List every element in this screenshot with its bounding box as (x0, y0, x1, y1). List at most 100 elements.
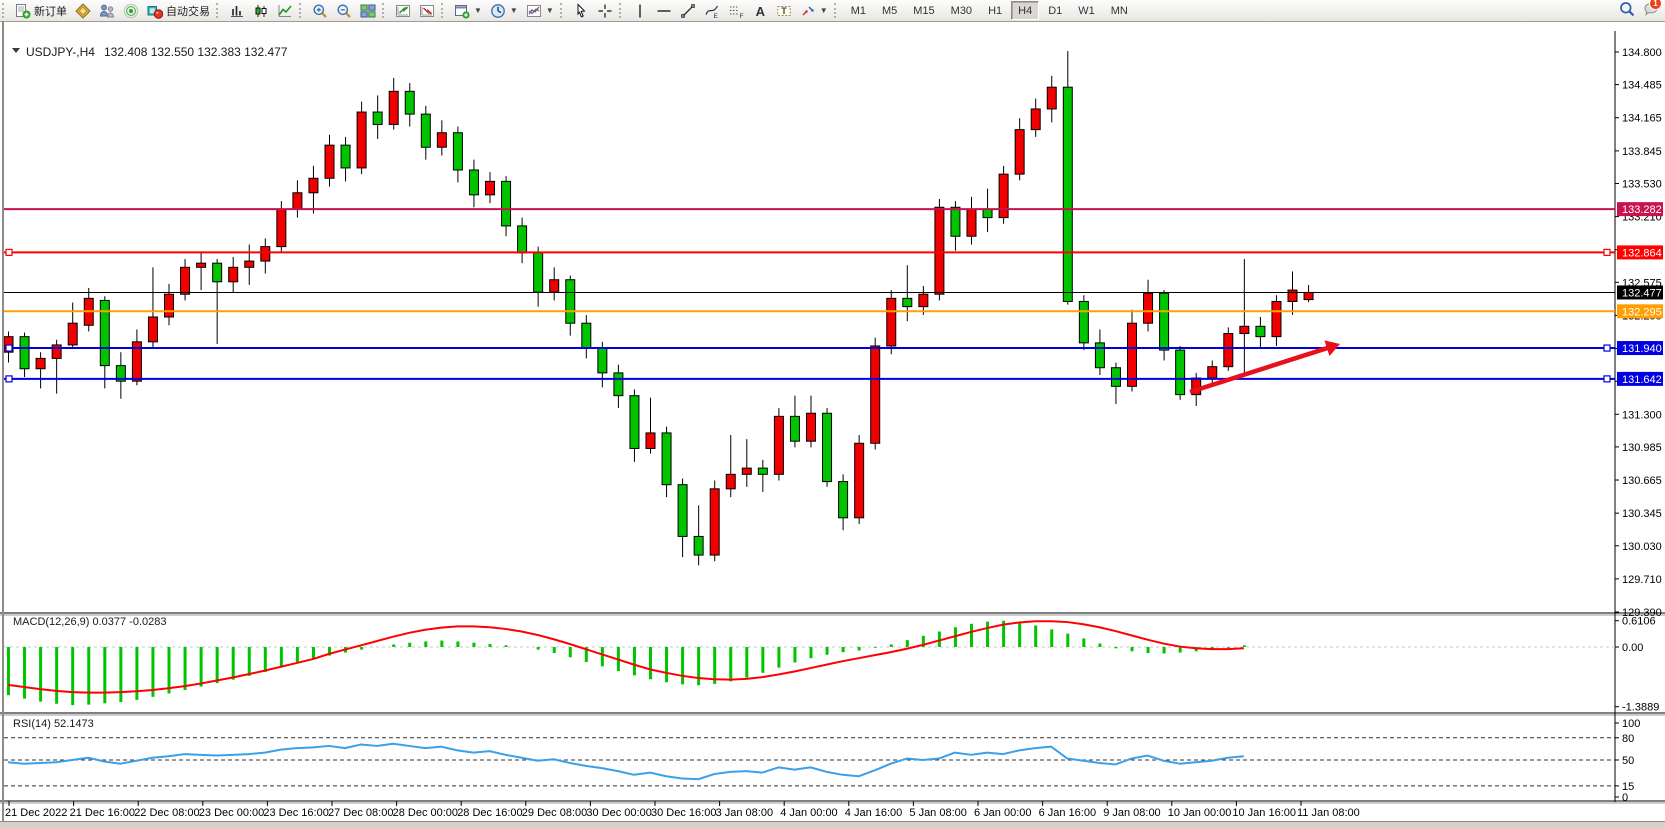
toolbar-drag-handle[interactable] (2, 3, 9, 18)
candles-button[interactable] (249, 0, 273, 21)
candle-body (1127, 322, 1137, 387)
line-chart-button[interactable] (273, 0, 297, 21)
channel-button[interactable]: F (724, 0, 748, 21)
timeframe-button-h4[interactable]: H4 (1011, 1, 1040, 20)
candle-body (468, 169, 479, 196)
shapes-button[interactable]: ▼ (796, 0, 832, 21)
line-selection-handle[interactable] (5, 375, 13, 383)
line-selection-handle[interactable] (5, 344, 13, 352)
trend-line-button[interactable] (676, 0, 700, 21)
candle-body (613, 372, 624, 397)
price-axis-label: 130.665 (1622, 475, 1662, 487)
timeframe-button-m1[interactable]: M1 (850, 4, 866, 17)
candle-body (324, 144, 335, 179)
timeframe-button-m5[interactable]: M5 (881, 4, 898, 17)
candle-body (966, 208, 977, 237)
candle-body (982, 208, 993, 219)
notifications-button[interactable]: 1 (1643, 0, 1662, 20)
zoom-out-button[interactable] (332, 0, 356, 21)
toolbar-drag-handle[interactable] (441, 3, 448, 18)
new-order-icon (15, 3, 31, 19)
arrange-windows-icon (419, 3, 435, 19)
line-selection-handle[interactable] (1603, 375, 1611, 383)
bars-button[interactable] (225, 0, 249, 21)
time-axis-label: 21 Dec 2022 (5, 807, 67, 819)
candle-body (741, 467, 752, 475)
vertical-line-icon (632, 3, 648, 19)
toolbar-group-arrange (391, 0, 439, 21)
candle-body (436, 132, 447, 148)
new-chart-button[interactable]: ▼ (450, 0, 486, 21)
signals-button[interactable] (119, 0, 143, 21)
candle-body (260, 246, 271, 262)
candle-body (517, 225, 528, 254)
text-label-button[interactable]: T (772, 0, 796, 21)
time-axis-label: 10 Jan 16:00 (1232, 807, 1296, 819)
price-badge (1617, 285, 1663, 300)
vertical-line-button[interactable] (628, 0, 652, 21)
window-bottom-strip (0, 821, 1665, 828)
timeframe-button-m15[interactable]: M15 (913, 4, 935, 17)
candle-body (19, 336, 30, 370)
timeframe-button-d1[interactable]: D1 (1048, 4, 1063, 17)
chart-gold-button[interactable] (71, 0, 95, 21)
price-axis-label: 130.030 (1622, 541, 1662, 553)
new-order-button[interactable]: 新订单 (11, 0, 71, 21)
cursor-button[interactable] (569, 0, 593, 21)
rsi-axis-label: 0 (1622, 792, 1628, 804)
timeframe-button-mn[interactable]: MN (1110, 4, 1128, 17)
template-icon (526, 3, 542, 19)
toolbar-drag-handle[interactable] (216, 3, 223, 18)
candle-body (404, 90, 415, 115)
text-button[interactable]: A (748, 0, 772, 21)
chart-canvas[interactable]: 134.800 134.485 134.165 133.845 133.530 133.2… (0, 21, 1665, 821)
new-chart-icon (454, 3, 470, 19)
rsi-axis-label: 50 (1622, 755, 1634, 767)
crosshair-button[interactable] (593, 0, 617, 21)
toolbar-drag-handle[interactable] (833, 3, 841, 18)
toolbar-drag-handle[interactable] (559, 3, 567, 18)
timeframe-button-w1[interactable]: W1 (1078, 4, 1095, 17)
template-button[interactable]: ▼ (522, 0, 558, 21)
profiles-icon (99, 3, 115, 19)
candle-body (147, 316, 158, 343)
candle-body (886, 297, 897, 347)
trend-arrow[interactable] (1189, 344, 1332, 395)
timeframe-button-h1[interactable]: H1 (988, 4, 1003, 17)
timeframe-button-m30[interactable]: M30 (950, 4, 973, 17)
toolbar-drag-handle[interactable] (299, 3, 306, 18)
time-axis-label: 22 Dec 08:00 (134, 807, 199, 819)
autotrade-button[interactable]: 自动交易 (143, 0, 214, 21)
chevron-down-icon[interactable]: ▼ (474, 6, 482, 15)
line-selection-handle[interactable] (1603, 344, 1611, 352)
price-axis-label: 133.530 (1622, 178, 1662, 190)
rsi-axis-label: 80 (1622, 733, 1634, 745)
candle-body (35, 357, 46, 370)
toolbar-drag-handle[interactable] (618, 3, 626, 18)
candle-body (1159, 292, 1170, 351)
profiles-button[interactable] (95, 0, 119, 21)
chevron-down-icon[interactable]: ▼ (545, 6, 554, 15)
fibonacci-button[interactable]: E (700, 0, 724, 21)
line-selection-handle[interactable] (1603, 248, 1611, 256)
macd-axis-label: 0.6106 (1622, 616, 1656, 628)
trend-arrow-head[interactable] (1324, 340, 1340, 357)
chart-collapse-icon[interactable] (12, 48, 20, 53)
search-button[interactable] (1619, 1, 1635, 20)
time-axis-label: 23 Dec 00:00 (199, 807, 264, 819)
autotrade-label: 自动交易 (166, 5, 210, 18)
price-axis-label: 131.300 (1622, 409, 1662, 421)
auto-arrange-button[interactable] (391, 0, 415, 21)
toolbar-drag-handle[interactable] (382, 3, 389, 18)
horizontal-line-button[interactable] (652, 0, 676, 21)
tile-windows-button[interactable] (356, 0, 380, 21)
candle-body (1014, 129, 1025, 175)
line-selection-handle[interactable] (5, 248, 13, 256)
chevron-down-icon[interactable]: ▼ (819, 6, 828, 15)
chevron-down-icon[interactable]: ▼ (509, 6, 518, 15)
zoom-in-button[interactable] (308, 0, 332, 21)
svg-text:T: T (781, 6, 787, 16)
arrange-windows-button[interactable] (415, 0, 439, 21)
time-axis-label: 23 Dec 16:00 (263, 807, 328, 819)
period-button[interactable]: ▼ (486, 0, 522, 21)
